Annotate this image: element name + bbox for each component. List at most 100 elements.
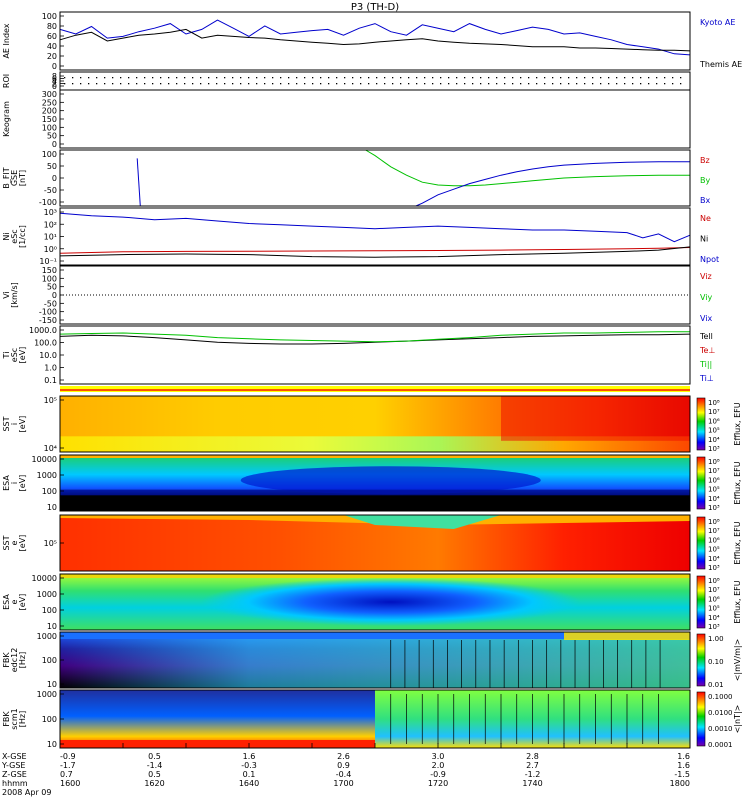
ytick-label-bfit: 100 [42,150,57,159]
roi-dot [80,77,82,79]
roi-dot [280,77,282,79]
roi-dot [616,83,618,85]
ylabel-n: Ni [2,232,11,240]
colorbar-tick-sst-i: 10⁸ [708,399,720,407]
xaxis-value: 1740 [522,779,542,788]
ytick-label-sst-i: 10⁵ [44,396,57,405]
ae-series-themisae-line [59,28,691,52]
ytick-label-ae: 0 [52,62,57,71]
roi-dot [496,83,498,85]
ytick-label-roi: 2 [52,80,57,89]
xaxis-value: -1.4 [147,761,163,770]
ytick-label-v: -150 [39,316,57,325]
legend-t-0: Tell [699,332,713,341]
fbk-e-top-band [60,632,690,639]
roi-dot [224,83,226,85]
ytick-label-roi: 8 [52,72,57,81]
fbk-b-bottom-band [60,740,375,748]
ylabel-fbk-b: scm1 [10,708,19,729]
ytick-label-keogram: 150 [42,115,57,124]
xaxis-value: 1.6 [677,752,690,761]
roi-dot [264,83,266,85]
colorbar-tick-esa-i: 10⁴ [708,495,720,503]
roi-dot [224,77,226,79]
ytick-label-v: 100 [42,274,57,283]
roi-dot [136,83,138,85]
roi-dot [672,83,674,85]
ytick-label-esa-i: 100 [42,487,57,496]
roi-dot [560,77,562,79]
roi-dot [96,83,98,85]
colorbar-tick-esa-i: 10⁸ [708,458,720,466]
colorbar-label-fbk-b: <|nT|> [733,705,742,734]
roi-dot [344,77,346,79]
roi-dot [488,77,490,79]
roi-dot [528,77,530,79]
roi-dot [648,83,650,85]
ytick-label-roi: 0 [52,82,57,91]
ytick-label-bfit: -50 [44,186,57,195]
colorbar-tick-esa-e: 10⁸ [708,577,720,585]
esa-electron-top-edge [60,574,690,578]
roi-dot [664,77,666,79]
ylabel-sst-i: [eV] [18,416,27,433]
legend-v-0: Viz [700,272,712,281]
roi-dot [248,77,250,79]
panel-frame-n [59,207,691,266]
xaxis-value: -0.9 [60,752,76,761]
ytick-label-keogram: 200 [42,107,57,116]
xaxis-value: 2.7 [526,761,539,770]
roi-dot [672,77,674,79]
ylabel-fbk-b: [Hz] [18,711,27,727]
roi-dot [424,83,426,85]
xaxis-value: 0.5 [148,770,161,779]
roi-dot [240,77,242,79]
colorbar-tick-sst-e: 10³ [708,564,720,572]
roi-dot [72,77,74,79]
esa-ion-noise-band [60,489,690,496]
ytick-label-n: 10⁰ [44,245,57,254]
colorbar-tick-sst-i: 10³ [708,445,720,453]
colorbar-tick-sst-e: 10⁴ [708,555,720,563]
xaxis-value: 2.0 [432,761,445,770]
roi-dot [536,77,538,79]
xaxis-row-label: Z-GSE [2,770,27,779]
ytick-label-t: 100.0 [34,339,57,348]
xaxis-value: -0.4 [336,770,352,779]
roi-dot [64,83,66,85]
xaxis-row-label: X-GSE [2,752,27,761]
n-series-ni-line [59,246,691,258]
colorbar-tick-fbk-b: 0.0010 [708,725,733,733]
ytick-label-ae: 60 [47,32,57,41]
roi-dot [448,77,450,79]
ylabel-sst-i: i [10,423,19,425]
roi-dot [296,77,298,79]
bfit-series-by-line [365,149,690,187]
roi-dot [664,83,666,85]
ytick-label-esa-i: 10 [47,503,57,512]
colorbar-tick-esa-i: 10³ [708,504,720,512]
roi-dot [112,83,114,85]
panel-frame-keogram [59,89,691,149]
panel-frame-t [59,325,691,385]
ylabel-v: Vi [2,291,11,299]
ytick-label-v: -100 [39,308,57,317]
roi-dot [232,83,234,85]
roi-dot [600,77,602,79]
colorbar-tick-sst-i: 10⁴ [708,436,720,444]
ytick-label-t: 0.1 [44,376,57,385]
ytick-label-roi: 4 [52,77,57,86]
roi-dot [480,83,482,85]
legend-bfit-2: Bx [700,196,710,205]
roi-dot [424,77,426,79]
roi-dot [624,77,626,79]
xaxis-value: 3.0 [432,752,445,761]
roi-dot [408,77,410,79]
roi-dot [128,77,130,79]
roi-dot [512,77,514,79]
panel-frame-bfit [59,149,691,207]
roi-dot [112,77,114,79]
roi-dot [632,83,634,85]
ae-series-kyotoae-line [59,19,691,56]
roi-dot [440,83,442,85]
